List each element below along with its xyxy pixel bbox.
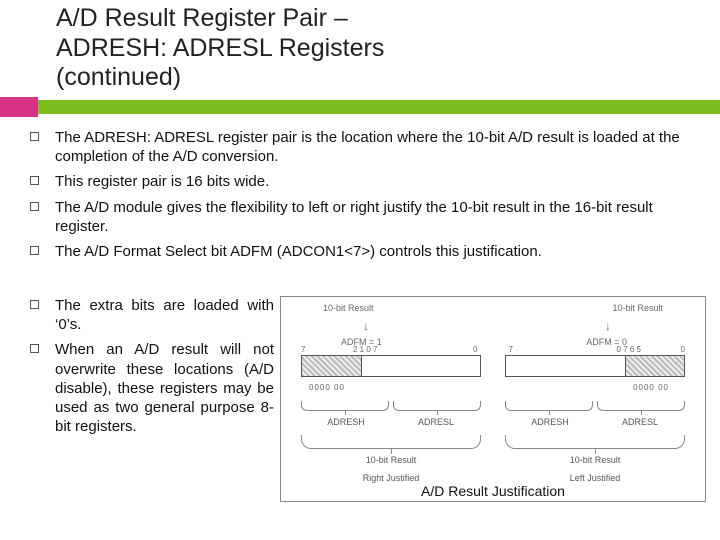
fig-top-left: 10-bit Result (323, 303, 374, 313)
justification-figure: 10-bit Result 10-bit Result ↓ ↓ ADFM = 1… (280, 296, 706, 502)
bullet-icon (30, 344, 39, 353)
list-item: The ADRESH: ADRESL register pair is the … (30, 128, 702, 166)
right-justified-label: Right Justified (301, 473, 481, 483)
arrow-down-icon: ↓ (603, 319, 613, 333)
lower-section: The extra bits are loaded with ‘0’s. Whe… (30, 296, 706, 502)
title-line-3: (continued) (56, 63, 720, 93)
accent-tab (0, 97, 38, 117)
bullet-icon (30, 300, 39, 309)
list-item: The extra bits are loaded with ‘0’s. (30, 296, 274, 334)
lower-bullets: The extra bits are loaded with ‘0’s. Whe… (30, 296, 274, 502)
list-item: This register pair is 16 bits wide. (30, 172, 702, 191)
bullet-icon (30, 132, 39, 141)
zeros-right: 0000 00 (633, 383, 669, 392)
list-item: When an A/D result will not overwrite th… (30, 340, 274, 436)
title-line-1: A/D Result Register Pair – (56, 4, 720, 34)
bullet-list: The ADRESH: ADRESL register pair is the … (30, 128, 702, 267)
fig-top-right: 10-bit Result (612, 303, 663, 313)
left-justified-label: Left Justified (505, 473, 685, 483)
bullet-icon (30, 246, 39, 255)
bullet-icon (30, 202, 39, 211)
slide-title: A/D Result Register Pair – ADRESH: ADRES… (0, 0, 720, 93)
register-right (505, 355, 685, 377)
zeros-left: 0000 00 (309, 383, 345, 392)
figure-caption: A/D Result Justification (421, 483, 565, 499)
title-line-2: ADRESH: ADRESL Registers (56, 34, 720, 64)
list-item: The A/D Format Select bit ADFM (ADCON1<7… (30, 242, 702, 261)
bullet-icon (30, 176, 39, 185)
accent-bar (0, 100, 720, 114)
list-item: The A/D module gives the flexibility to … (30, 198, 702, 236)
arrow-down-icon: ↓ (361, 319, 371, 333)
register-left (301, 355, 481, 377)
